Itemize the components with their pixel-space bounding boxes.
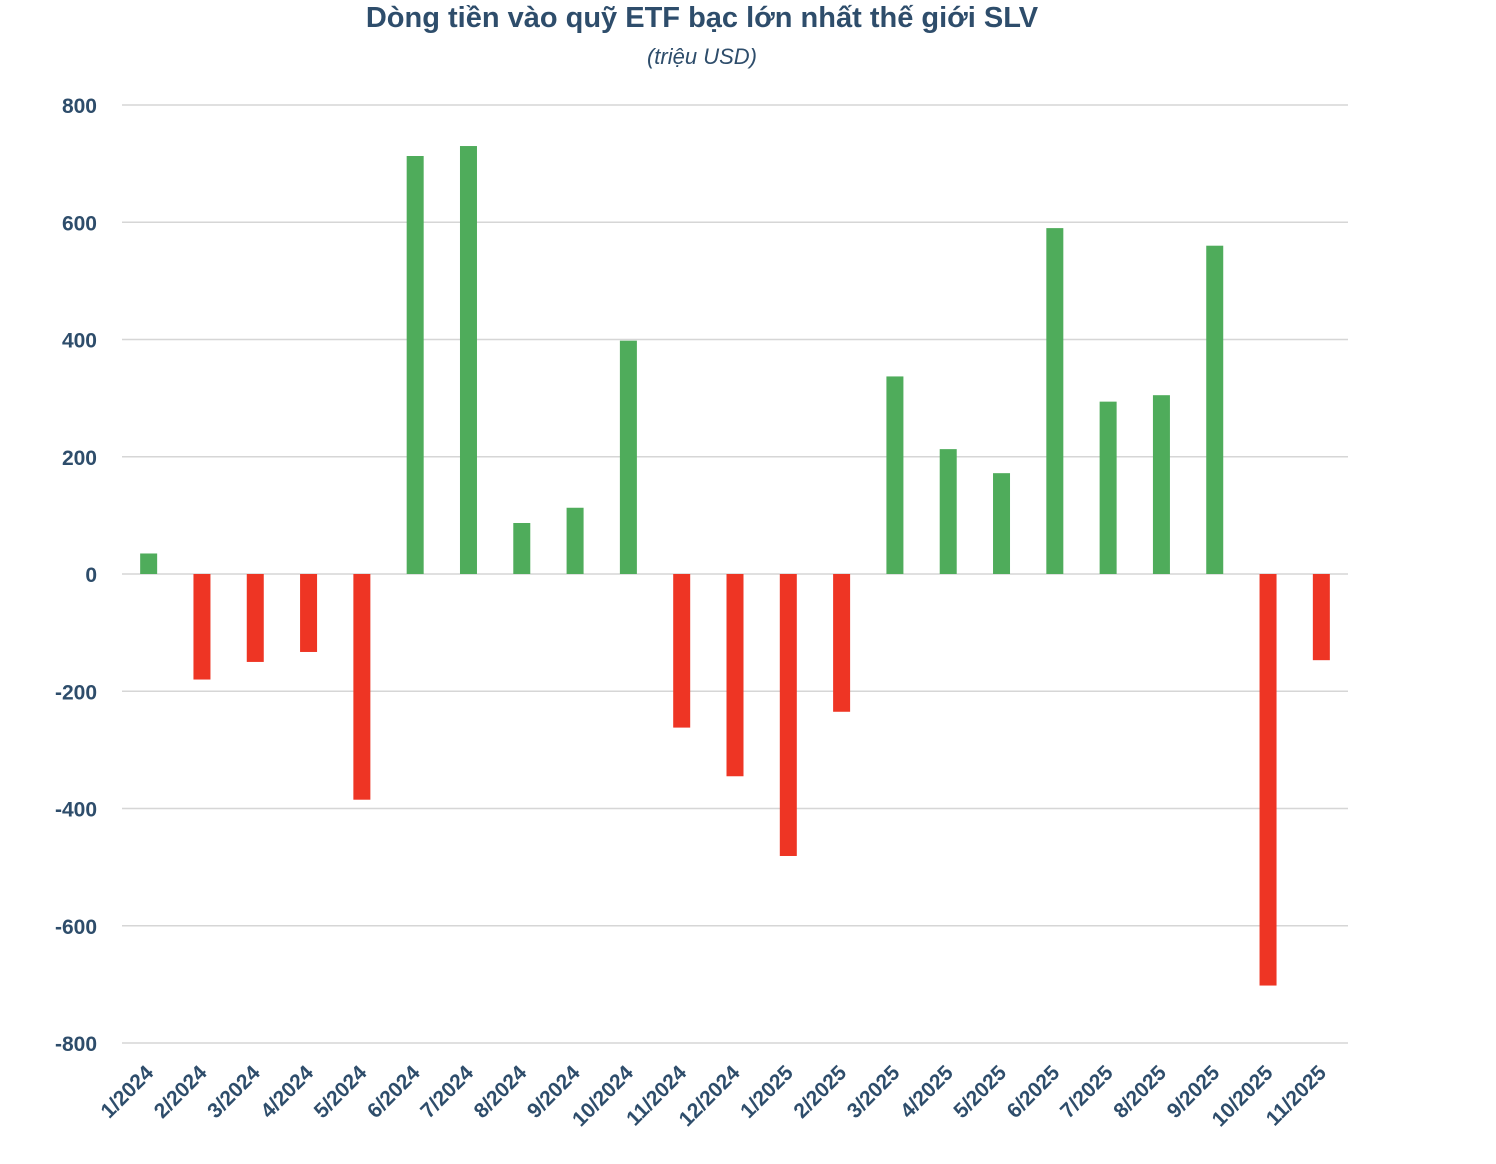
- y-axis-ticks: 800 600 400 200 0 -200 -400 -600 -800: [55, 95, 97, 1056]
- bar-12-2024: [726, 574, 744, 777]
- bar-11-2024: [673, 574, 691, 728]
- bar-9-2025: [1206, 245, 1224, 574]
- bar-7-2024: [459, 146, 477, 574]
- bar-5-2024: [353, 574, 371, 800]
- bar-4-2025: [939, 449, 957, 574]
- x-tick-label: 2/2024: [150, 1061, 212, 1123]
- chart-subtitle: (triệu USD): [646, 44, 757, 69]
- y-tick-label: -600: [55, 916, 97, 939]
- chart-title: Dòng tiền vào quỹ ETF bạc lớn nhất thế g…: [365, 2, 1039, 34]
- y-tick-label: -400: [55, 799, 97, 822]
- y-tick-label: 800: [62, 95, 97, 118]
- bar-2-2024: [193, 574, 211, 680]
- x-tick-label: 7/2024: [416, 1061, 478, 1123]
- bar-6-2025: [1046, 228, 1064, 575]
- x-tick-label: 2/2025: [789, 1061, 851, 1123]
- x-tick-label: 5/2024: [310, 1061, 372, 1123]
- x-tick-label: 1/2024: [97, 1061, 159, 1123]
- bar-9-2024: [566, 507, 584, 574]
- bar-8-2024: [513, 522, 531, 574]
- y-tick-label: 200: [62, 447, 97, 470]
- x-tick-label: 7/2025: [1056, 1061, 1118, 1123]
- y-tick-label: -200: [55, 681, 97, 704]
- bar-8-2025: [1152, 395, 1170, 574]
- bar-1-2024: [140, 553, 158, 574]
- x-tick-label: 1/2025: [736, 1061, 798, 1123]
- bar-2-2025: [833, 574, 851, 712]
- x-tick-label: 8/2025: [1109, 1061, 1171, 1123]
- bar-5-2025: [993, 473, 1011, 574]
- x-tick-label: 6/2024: [363, 1061, 425, 1123]
- bar-10-2024: [619, 340, 637, 574]
- bar-7-2025: [1099, 401, 1117, 574]
- x-axis-ticks: 1/20242/20243/20244/20245/20246/20247/20…: [97, 1061, 1332, 1131]
- x-tick-label: 6/2025: [1003, 1061, 1065, 1123]
- y-tick-label: 0: [85, 564, 97, 587]
- bar-11-2025: [1312, 574, 1330, 661]
- bar-1-2025: [779, 574, 797, 856]
- y-tick-label: 400: [62, 330, 97, 353]
- bars: [140, 146, 1330, 986]
- x-tick-label: 4/2024: [256, 1061, 318, 1123]
- gridlines: [122, 104, 1348, 1044]
- bar-10-2025: [1259, 574, 1277, 986]
- bar-6-2024: [406, 156, 424, 574]
- bar-4-2024: [300, 574, 318, 652]
- y-tick-label: -800: [55, 1033, 97, 1056]
- x-tick-label: 3/2024: [203, 1061, 265, 1123]
- x-tick-label: 4/2025: [896, 1061, 958, 1123]
- x-tick-label: 8/2024: [470, 1061, 532, 1123]
- x-tick-label: 3/2025: [843, 1061, 905, 1123]
- x-tick-label: 5/2025: [949, 1061, 1011, 1123]
- bar-3-2024: [246, 574, 264, 662]
- bar-3-2025: [886, 376, 904, 574]
- y-tick-label: 600: [62, 212, 97, 235]
- x-tick-label: 11/2025: [1262, 1061, 1331, 1130]
